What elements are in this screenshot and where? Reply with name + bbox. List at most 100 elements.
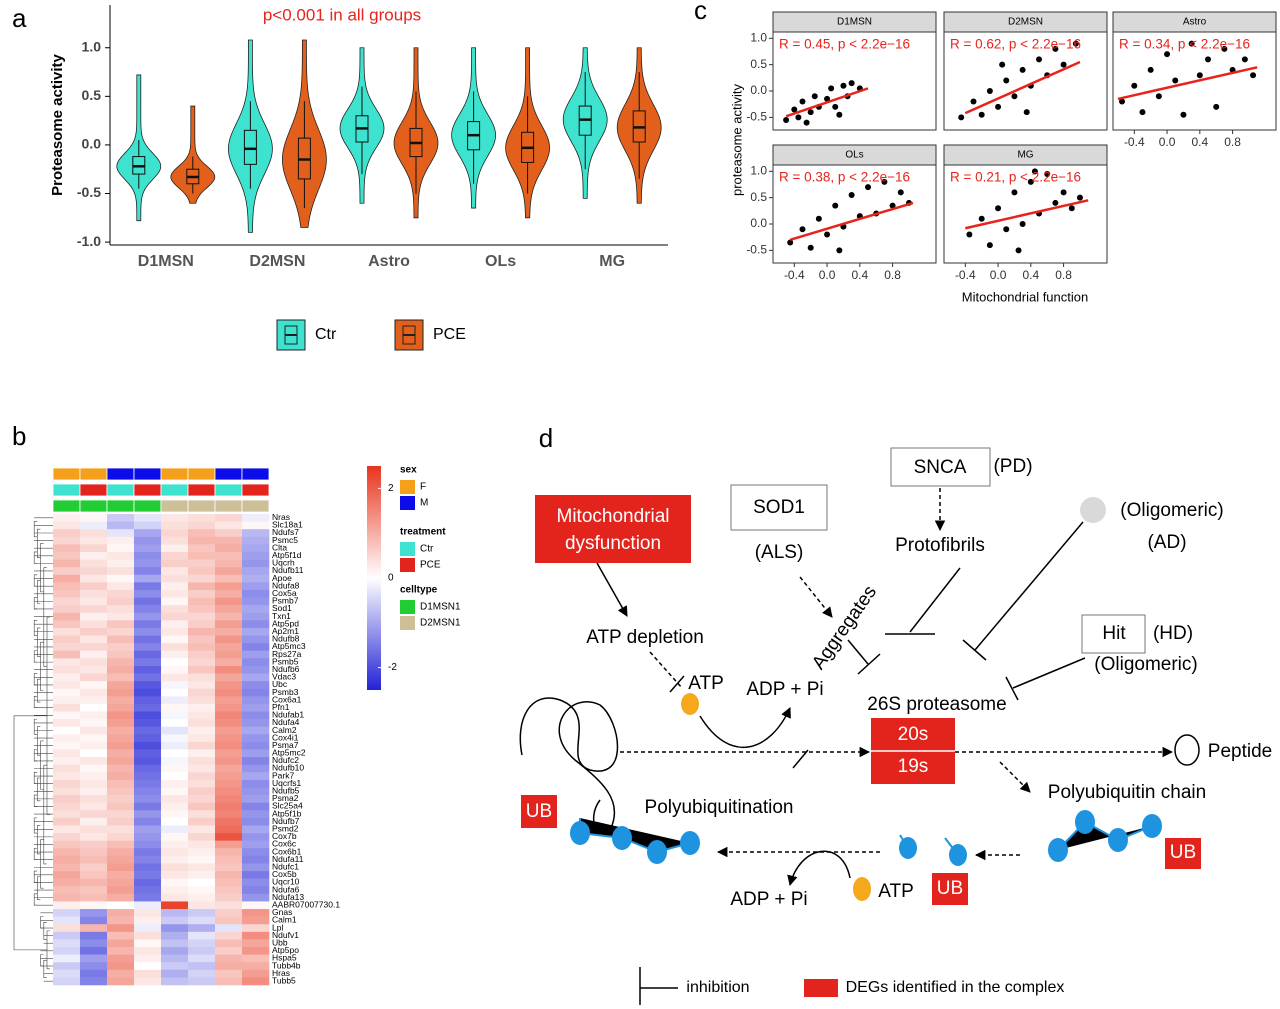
annotation-cell xyxy=(52,499,81,513)
ub: UB xyxy=(526,801,552,822)
strip-label: MG xyxy=(1017,150,1033,161)
annotation-cell xyxy=(52,467,81,481)
heat-cell xyxy=(53,544,81,553)
row-label: Nras xyxy=(272,512,290,522)
heat-cell xyxy=(134,551,162,560)
heat-cell xyxy=(161,514,189,522)
heat-cell xyxy=(80,886,108,895)
heat-cell xyxy=(107,787,135,796)
heat-cell xyxy=(53,574,81,583)
legend-label: Ctr xyxy=(315,326,337,343)
x-tick-label: -0.4 xyxy=(784,268,805,282)
row-label: Ndufb8 xyxy=(272,634,300,644)
heat-cell xyxy=(242,612,270,621)
row-label: Atp5po xyxy=(272,945,299,955)
dendrogram xyxy=(37,777,41,802)
heat-cell xyxy=(80,939,108,948)
legend-swatch xyxy=(400,496,415,510)
heat-cell xyxy=(215,551,243,560)
heat-cell xyxy=(215,787,243,796)
ub-box xyxy=(521,795,557,828)
heat-cell xyxy=(53,696,81,705)
protofibrils: Protofibrils xyxy=(895,535,985,556)
legend-title: treatment xyxy=(400,527,446,538)
x-tick-label: 0.0 xyxy=(990,268,1007,282)
peptide: Peptide xyxy=(1208,741,1272,762)
point xyxy=(1072,40,1079,47)
heat-cell xyxy=(161,764,189,773)
heat-cell xyxy=(107,954,135,963)
point xyxy=(1060,189,1067,196)
heat-cell xyxy=(242,924,270,933)
heat-cell xyxy=(242,939,270,948)
heat-cell xyxy=(215,772,243,781)
point xyxy=(1147,66,1154,73)
heat-cell xyxy=(188,658,216,667)
y-tick-label: 1.0 xyxy=(750,163,767,177)
heat-cell xyxy=(80,650,108,659)
heat-cell xyxy=(107,886,135,895)
heat-cell xyxy=(242,734,270,743)
heat-cell xyxy=(53,787,81,796)
panel-label: c xyxy=(694,0,707,25)
annotation-cell xyxy=(187,483,216,497)
point xyxy=(836,111,843,118)
heat-cell xyxy=(107,962,135,971)
heat-cell xyxy=(134,909,162,917)
heat-cell xyxy=(107,544,135,553)
heat-cell xyxy=(134,673,162,682)
heat-cell xyxy=(134,605,162,614)
heat-cell xyxy=(107,893,135,902)
heat-cell xyxy=(215,977,243,986)
heat-cell xyxy=(242,848,270,857)
heat-cell xyxy=(242,833,270,841)
heat-cell xyxy=(134,939,162,948)
heat-cell xyxy=(107,779,135,788)
row-label: Hras xyxy=(272,968,290,978)
heat-cell xyxy=(80,802,108,811)
heat-cell xyxy=(80,931,108,940)
heat-cell xyxy=(215,924,243,933)
heat-cell xyxy=(188,848,216,857)
heat-cell xyxy=(215,878,243,887)
heat-cell xyxy=(80,909,108,917)
heat-cell xyxy=(161,825,189,834)
heat-cell xyxy=(215,643,243,652)
point xyxy=(1155,93,1162,100)
point xyxy=(832,202,839,209)
dendrogram xyxy=(43,922,47,940)
heat-cell xyxy=(161,848,189,857)
dendrogram xyxy=(33,650,38,663)
heat-cell xyxy=(134,567,162,576)
heat-cell xyxy=(242,711,270,720)
heat-cell xyxy=(80,817,108,826)
heat-cell xyxy=(80,757,108,765)
dendrogram xyxy=(40,740,44,790)
heat-cell xyxy=(80,551,108,560)
heat-cell xyxy=(53,726,81,735)
heat-cell xyxy=(53,635,81,644)
heat-cell xyxy=(107,817,135,826)
point xyxy=(832,103,839,110)
heat-cell xyxy=(107,514,135,522)
point xyxy=(1036,56,1043,63)
heat-cell xyxy=(242,696,270,705)
s20: 20s xyxy=(898,724,929,745)
heat-cell xyxy=(242,627,270,636)
heat-cell xyxy=(188,551,216,560)
dendrogram xyxy=(33,696,38,709)
annotation-cell xyxy=(241,483,270,497)
panel-label: a xyxy=(12,3,27,33)
panel xyxy=(772,164,937,264)
heat-cell xyxy=(80,627,108,636)
heat-cell xyxy=(53,643,81,652)
fit-line xyxy=(965,199,1089,230)
annotation-cell xyxy=(187,467,216,481)
heat-cell xyxy=(107,749,135,758)
point xyxy=(799,226,806,233)
dendrogram xyxy=(37,876,41,900)
heat-cell xyxy=(80,703,108,712)
row-label: Txn1 xyxy=(272,611,291,621)
heat-cell xyxy=(107,939,135,948)
x-tick-label: D1MSN xyxy=(138,253,194,270)
